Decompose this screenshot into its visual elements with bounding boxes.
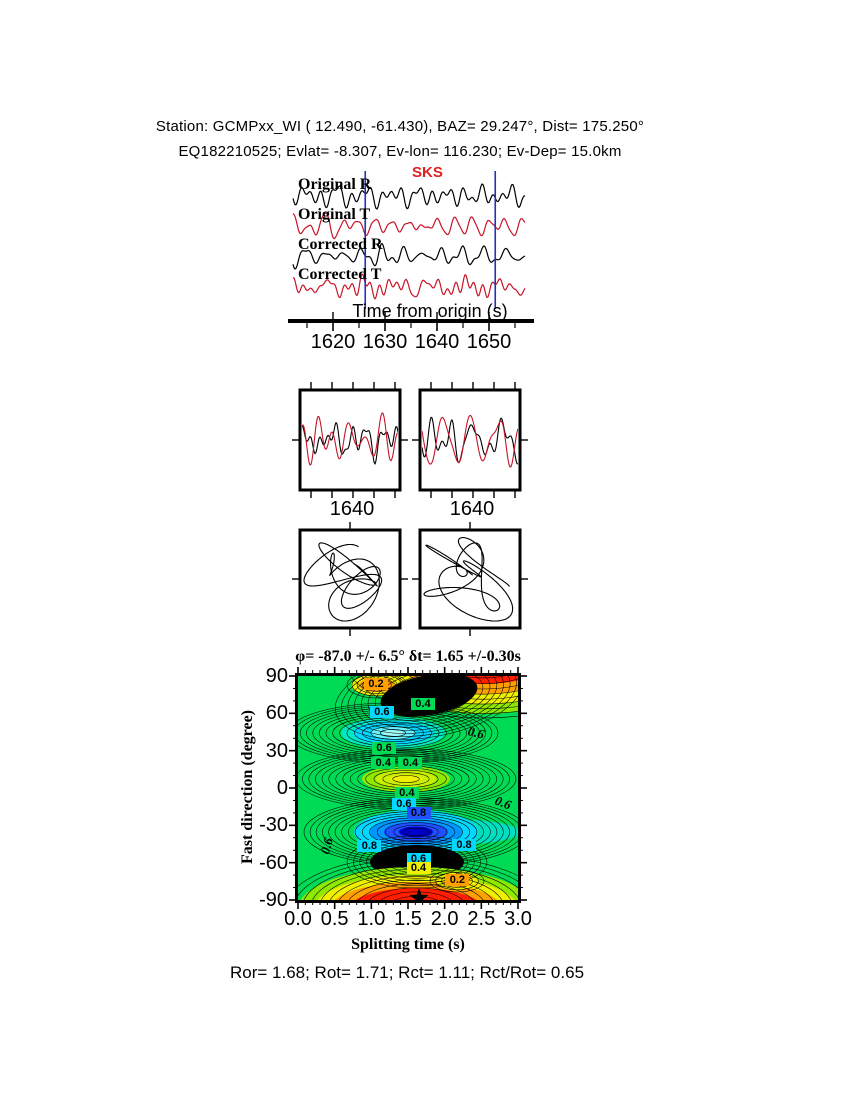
- contour-ytick--30: -30: [259, 814, 288, 837]
- time-axis-label: Time from origin (s): [352, 301, 508, 321]
- contour-ytick--60: -60: [259, 851, 288, 874]
- contour-level-label-11: 0.8: [357, 839, 382, 852]
- time-tick-1630: 1630: [362, 331, 408, 353]
- contour-level-label-1: 0.4: [410, 697, 435, 710]
- trace-label-original-t: Original T: [298, 206, 371, 223]
- contour-level-label-16: 0.2: [445, 874, 470, 887]
- time-tick-1650: 1650: [466, 331, 512, 353]
- contour-xtick-0.5: 0.5: [320, 908, 349, 930]
- contour-xlabel: Splitting time (s): [351, 936, 465, 953]
- phase-label-sks: SKS: [412, 164, 443, 181]
- time-tick-1640: 1640: [414, 331, 460, 353]
- contour-level-label-15: 0.4: [406, 862, 431, 874]
- contour-level-label-4: 0.6: [372, 741, 397, 754]
- contour-xtick-0.0: 0.0: [284, 908, 312, 930]
- contour-ytick--90: -90: [259, 889, 288, 911]
- trace-label-corrected-t: Corrected T: [298, 266, 382, 283]
- contour-level-label-9: 0.8: [406, 807, 431, 819]
- trace-label-corrected-r: Corrected R: [298, 236, 383, 253]
- compare-panel-tick-0: 1640: [329, 498, 375, 520]
- contour-xtick-1.0: 1.0: [357, 908, 386, 930]
- contour-xtick-2.5: 2.5: [467, 908, 496, 930]
- contour-level-label-7: 0.4: [394, 786, 419, 799]
- contour-ytick-60: 60: [265, 702, 288, 725]
- contour-ytick-0: 0: [276, 777, 288, 799]
- results-footer: Ror= 1.68; Rot= 1.71; Rct= 1.11; Rct/Rot…: [229, 963, 585, 982]
- contour-level-label-6: 0.4: [398, 756, 423, 769]
- contour-level-label-0: 0.2: [364, 678, 388, 691]
- time-tick-1620: 1620: [310, 331, 356, 353]
- trace-label-original-r: Original R: [298, 176, 372, 193]
- station-header-line: Station: GCMPxx_WI ( 12.490, -61.430), B…: [155, 118, 645, 135]
- contour-level-label-12: 0.8: [452, 838, 476, 851]
- contour-level-label-5: 0.4: [371, 756, 396, 769]
- contour-xtick-3.0: 3.0: [504, 908, 532, 930]
- contour-level-label-2: 0.6: [369, 705, 394, 718]
- event-header-line: EQ182210525; Evlat= -8.307, Ev-lon= 116.…: [178, 143, 622, 160]
- contour-ytick-90: 90: [265, 665, 288, 687]
- contour-xtick-1.5: 1.5: [394, 908, 422, 930]
- contour-title: φ= -87.0 +/- 6.5° δt= 1.65 +/-0.30s: [295, 648, 521, 665]
- compare-panel-tick-1: 1640: [449, 498, 495, 520]
- contour-xtick-2.0: 2.0: [430, 908, 459, 930]
- contour-ytick-30: 30: [265, 739, 288, 762]
